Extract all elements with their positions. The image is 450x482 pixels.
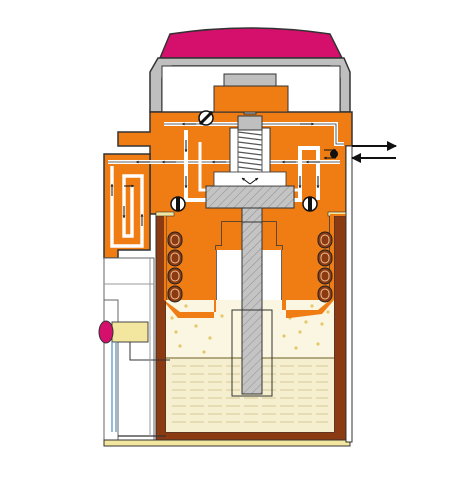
bubble xyxy=(174,330,178,334)
coil xyxy=(317,267,333,285)
thread-line xyxy=(237,161,263,166)
bubble xyxy=(326,310,330,314)
coil xyxy=(167,249,183,267)
coil xyxy=(317,285,333,303)
bubble xyxy=(316,342,320,346)
bubble xyxy=(184,304,188,308)
bubble xyxy=(170,316,174,320)
coils-left xyxy=(167,231,183,303)
coil xyxy=(317,249,333,267)
right-frame xyxy=(345,145,353,443)
coil-inner xyxy=(320,234,330,246)
insulation-block xyxy=(111,321,149,343)
coil-inner xyxy=(320,288,330,300)
handle-base xyxy=(223,73,277,87)
bubble xyxy=(310,304,314,308)
coil-inner xyxy=(320,270,330,282)
base-plate xyxy=(103,439,351,447)
bubble xyxy=(220,314,224,318)
coil-inner xyxy=(320,252,330,264)
airway-left-b xyxy=(184,130,320,202)
top-block xyxy=(213,85,289,113)
shaft-sleeve xyxy=(231,309,273,397)
coil xyxy=(167,231,183,249)
airway-left-a xyxy=(110,166,144,248)
thread-line xyxy=(237,146,263,151)
thread-line xyxy=(237,156,263,161)
port-arrows xyxy=(351,141,397,163)
valve-left-gate xyxy=(176,197,180,211)
bubble xyxy=(178,344,182,348)
valve-port xyxy=(330,150,338,158)
flow-arrow xyxy=(241,177,251,185)
coil xyxy=(167,285,183,303)
flow-arrow xyxy=(249,177,259,185)
feed-line xyxy=(129,342,170,361)
cross-plate xyxy=(205,185,295,209)
coil-inner xyxy=(170,252,180,264)
bubble xyxy=(298,330,302,334)
bubble xyxy=(194,324,198,328)
thread-line xyxy=(237,166,263,171)
cap xyxy=(158,27,344,59)
valve-top-left-gate xyxy=(198,110,214,126)
shaft-front xyxy=(241,221,263,395)
coils-right xyxy=(317,231,333,303)
bubble xyxy=(320,322,324,326)
sight-glass-knob xyxy=(98,320,114,344)
thread-line xyxy=(237,131,263,136)
bubble xyxy=(202,350,206,354)
flow-arrows xyxy=(110,122,337,226)
cross-plate-gap xyxy=(213,171,287,187)
bubble xyxy=(282,334,286,338)
thread-line xyxy=(237,141,263,146)
valve-right-gate xyxy=(308,197,312,211)
valves xyxy=(170,110,338,212)
bubble xyxy=(294,346,298,350)
coil xyxy=(167,267,183,285)
coil-inner xyxy=(170,288,180,300)
coil-inner xyxy=(170,270,180,282)
thread-line xyxy=(237,151,263,156)
coil-inner xyxy=(170,234,180,246)
thread-line xyxy=(237,136,263,141)
screw-cap xyxy=(237,115,263,131)
coil xyxy=(317,231,333,249)
chamber-top-rim-left xyxy=(155,211,175,217)
bubble xyxy=(208,336,212,340)
bubble xyxy=(304,320,308,324)
column-lines xyxy=(104,258,154,436)
